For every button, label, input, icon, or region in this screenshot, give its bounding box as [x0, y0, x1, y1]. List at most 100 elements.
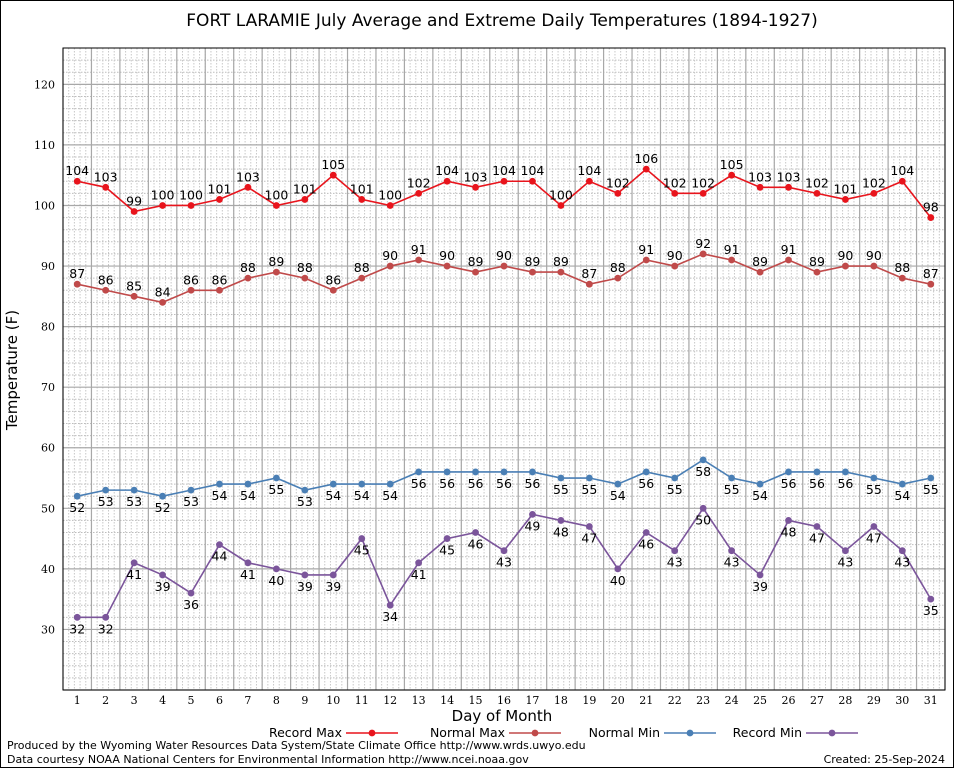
data-point [500, 177, 508, 185]
data-label: 55 [724, 482, 740, 497]
data-point [159, 202, 166, 209]
data-label: 86 [325, 272, 341, 287]
data-label: 56 [837, 476, 853, 491]
x-tick-label: 15 [469, 694, 483, 707]
data-label: 84 [155, 284, 171, 299]
data-label: 88 [894, 260, 910, 275]
data-label: 87 [581, 266, 597, 281]
data-label: 105 [720, 157, 744, 172]
data-label: 43 [894, 555, 910, 570]
data-label: 90 [382, 248, 398, 263]
data-point [699, 456, 707, 464]
data-label: 91 [638, 242, 654, 257]
x-tick-label: 24 [725, 694, 739, 707]
data-label: 45 [439, 543, 455, 558]
data-point [272, 202, 280, 209]
data-label: 89 [553, 254, 569, 269]
data-point [585, 474, 593, 482]
x-tick-label: 7 [244, 694, 251, 707]
x-tick-label: 23 [696, 694, 710, 707]
x-tick-label: 29 [867, 694, 881, 707]
data-point [216, 286, 223, 294]
data-point [557, 268, 565, 276]
data-point [585, 177, 593, 185]
x-tick-label: 22 [668, 694, 682, 707]
data-point [329, 286, 337, 294]
data-point [813, 468, 821, 476]
legend-label: Record Min [733, 725, 802, 740]
data-point [102, 486, 110, 494]
data-point [187, 589, 195, 597]
data-label: 101 [208, 181, 232, 196]
data-point [415, 468, 423, 476]
x-tick-label: 16 [497, 694, 511, 707]
data-point [73, 613, 81, 621]
x-tick-label: 1 [74, 694, 81, 707]
data-point [842, 262, 849, 270]
data-point [358, 535, 366, 542]
data-label: 47 [809, 530, 825, 545]
x-tick-label: 14 [440, 694, 454, 707]
data-point [898, 274, 906, 282]
data-label: 106 [634, 151, 658, 166]
data-label: 56 [468, 476, 484, 491]
data-point [443, 262, 451, 270]
data-point [272, 565, 280, 573]
y-axis-label: Temperature (F) [3, 310, 21, 431]
data-point [187, 202, 195, 209]
data-point [585, 280, 593, 288]
data-point [472, 268, 479, 276]
data-point [813, 268, 821, 276]
y-tick-label: 70 [41, 381, 55, 394]
data-point [529, 510, 536, 518]
x-tick-label: 18 [554, 694, 568, 707]
footer-created-date: Created: 25-Sep-2024 [824, 753, 945, 766]
data-label: 90 [439, 248, 455, 263]
data-point [216, 480, 223, 488]
data-point [642, 256, 650, 264]
data-point [301, 571, 309, 579]
data-point [301, 274, 309, 282]
data-point [500, 468, 508, 476]
legend-marker [828, 729, 836, 737]
y-tick-label: 40 [41, 563, 55, 576]
data-label: 100 [378, 187, 402, 202]
data-label: 32 [69, 621, 85, 636]
data-point [130, 292, 138, 300]
data-point [386, 262, 394, 270]
data-label: 53 [126, 494, 142, 509]
data-label: 53 [98, 494, 114, 509]
data-series: 104 103 99 100 100 101 103 100 101 105 101 100 102 10… [65, 151, 938, 636]
data-point [927, 280, 935, 288]
data-point [728, 171, 736, 179]
legend-label: Normal Max [430, 725, 505, 740]
data-label: 40 [610, 573, 626, 588]
data-label: 56 [411, 476, 427, 491]
data-label: 88 [610, 260, 626, 275]
data-label: 55 [268, 482, 284, 497]
data-point [73, 280, 81, 288]
data-point [614, 274, 622, 282]
x-tick-label: 10 [326, 694, 340, 707]
data-point [301, 196, 309, 203]
y-tick-label: 30 [41, 623, 55, 636]
data-label: 90 [496, 248, 512, 263]
data-point [329, 571, 337, 579]
data-point [870, 262, 878, 270]
data-point [244, 274, 252, 282]
data-point [358, 274, 366, 282]
data-point [529, 268, 536, 276]
data-point [415, 256, 423, 264]
data-label: 100 [179, 187, 203, 202]
data-label: 89 [524, 254, 540, 269]
data-label: 43 [724, 555, 740, 570]
y-tick-label: 120 [34, 78, 55, 91]
series-record-max: 104 103 99 100 100 101 103 100 101 105 101 100 102 10… [65, 151, 939, 221]
data-label: 39 [325, 579, 341, 594]
data-point [557, 202, 565, 209]
data-point [443, 468, 451, 476]
x-tick-label: 17 [525, 694, 539, 707]
data-label: 90 [667, 248, 683, 263]
